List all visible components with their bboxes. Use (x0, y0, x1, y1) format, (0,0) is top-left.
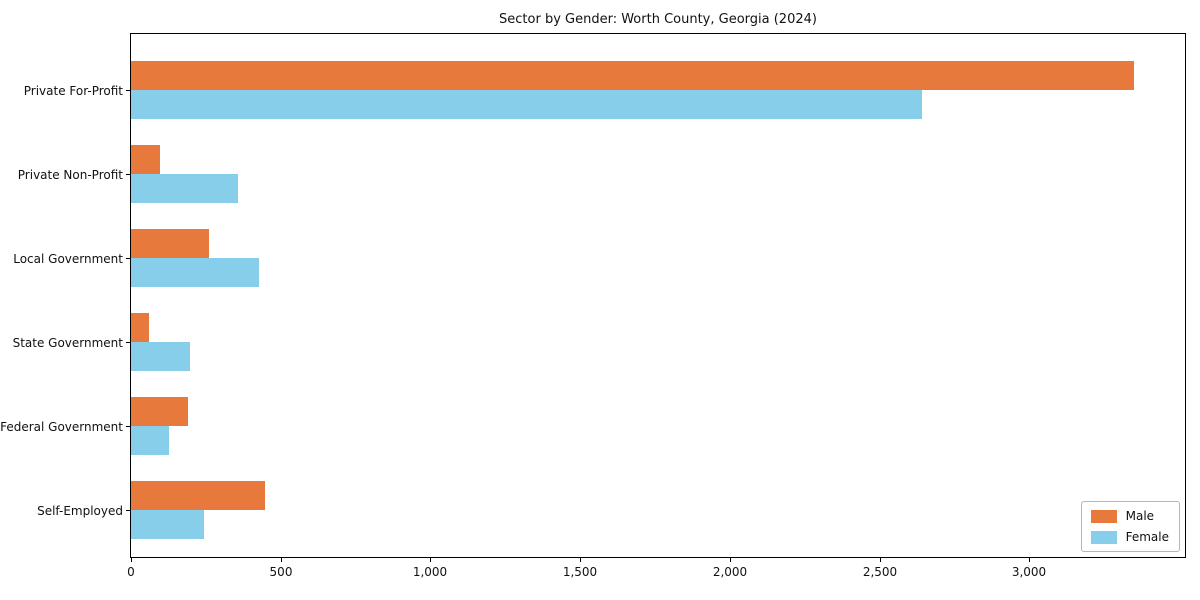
y-tick-mark (126, 426, 131, 427)
y-tick-label: Private For-Profit (23, 84, 123, 98)
plot-area: 0 500 1,000 1,500 2,000 2,500 3,000 Private Fo… (0, 33, 1186, 579)
legend-item-female: Female (1090, 530, 1169, 544)
bar-male-5 (131, 481, 265, 510)
bar-male-4 (131, 397, 188, 426)
chart-title: Sector by Gender: Worth County, Georgia … (499, 12, 817, 27)
y-tick-mark (126, 174, 131, 175)
y-tick-label: Local Government (13, 252, 123, 266)
y-tick-label: Federal Government (0, 420, 123, 434)
x-tick-label: 2,500 (862, 565, 898, 579)
legend: Male Female (1080, 501, 1180, 552)
y-tick-mark (126, 510, 131, 511)
x-tick-label: 500 (269, 565, 293, 579)
bar-male-0 (131, 61, 1134, 90)
x-tick-label: 2,000 (712, 565, 748, 579)
bar-female-0 (131, 90, 922, 119)
x-tick-label: 1,000 (412, 565, 448, 579)
bar-male-1 (131, 145, 160, 174)
y-tick-label: State Government (12, 336, 123, 350)
bar-female-2 (131, 258, 259, 287)
x-tick-label: 1,500 (562, 565, 598, 579)
legend-item-male: Male (1090, 509, 1169, 523)
x-tick-label: 0 (127, 565, 135, 579)
y-tick-mark (126, 342, 131, 343)
legend-swatch-female (1090, 530, 1117, 544)
bar-female-4 (131, 426, 169, 455)
x-tick-mark (730, 557, 731, 562)
y-tick-mark (126, 258, 131, 259)
bar-male-2 (131, 229, 209, 258)
y-tick-label: Self-Employed (37, 504, 123, 518)
legend-swatch-male (1090, 509, 1117, 523)
y-tick-label: Private Non-Profit (17, 168, 123, 182)
x-tick-mark (281, 557, 282, 562)
x-tick-label: 3,000 (1011, 565, 1047, 579)
bar-female-1 (131, 174, 238, 203)
bar-male-3 (131, 313, 149, 342)
x-tick-mark (580, 557, 581, 562)
x-tick-mark (880, 557, 881, 562)
bar-female-5 (131, 510, 204, 539)
y-tick-mark (126, 90, 131, 91)
x-tick-mark (131, 557, 132, 562)
legend-label-female: Female (1125, 530, 1169, 544)
x-tick-mark (1029, 557, 1030, 562)
bar-female-3 (131, 342, 190, 371)
x-tick-mark (430, 557, 431, 562)
legend-label-male: Male (1125, 509, 1155, 523)
